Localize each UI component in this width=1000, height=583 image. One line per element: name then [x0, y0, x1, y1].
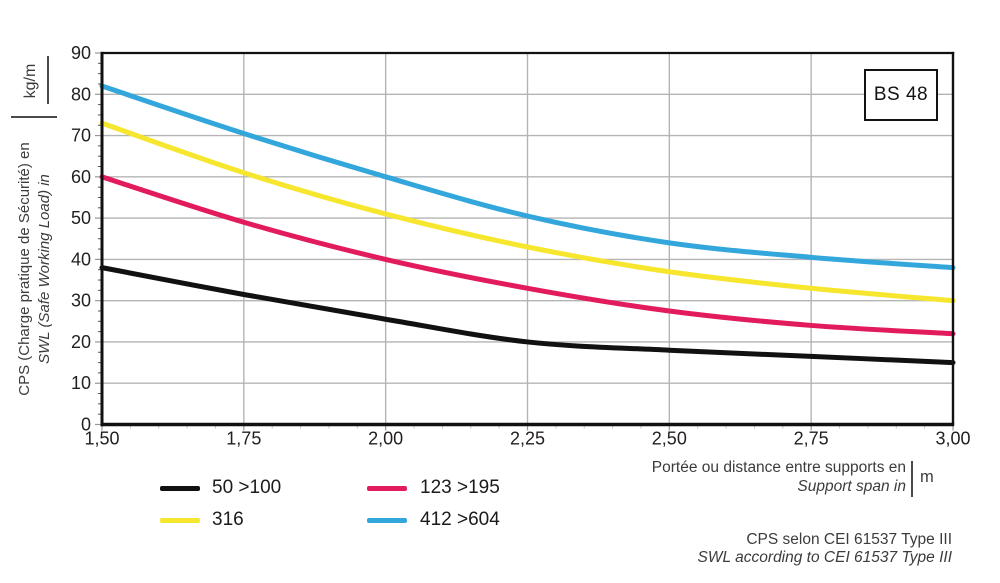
y-axis-unit: kg/m — [22, 63, 39, 99]
curve-123-195 — [99, 174, 956, 337]
y-tick-label: 80 — [71, 84, 91, 104]
y-tick-label: 20 — [71, 332, 91, 352]
legend-swatch-50-100 — [160, 486, 200, 491]
y-tick-label: 70 — [71, 126, 91, 146]
legend-swatch-412-604 — [367, 518, 407, 523]
y-tick-label: 60 — [71, 167, 91, 187]
x-axis-unit: m — [920, 468, 934, 486]
x-unit-separator-bar — [911, 461, 913, 497]
legend-label-50-100: 50 >100 — [212, 477, 282, 498]
x-tick-label: 2,00 — [368, 429, 403, 449]
x-axis-title-en: Support span in — [797, 478, 906, 495]
legend-label-412-604: 412 >604 — [420, 509, 500, 530]
curve-316 — [99, 120, 956, 304]
legend-swatch-123-195 — [367, 486, 407, 491]
x-tick-label: 2,75 — [794, 429, 829, 449]
y-axis-title-fr: CPS (Charge pratique de Sécurité) en — [16, 142, 33, 396]
x-axis-title-fr: Portée ou distance entre supports en — [651, 459, 906, 476]
legend-label-123-195: 123 >195 — [420, 477, 500, 498]
curve-412-604 — [99, 83, 956, 271]
y-tick-label: 90 — [71, 43, 91, 63]
footnote-fr: CPS selon CEI 61537 Type III — [746, 531, 952, 548]
x-tick-label: 1,50 — [84, 429, 119, 449]
y-tick-label: 10 — [71, 373, 91, 393]
x-tick-label: 1,75 — [226, 429, 261, 449]
y-unit-separator-bar — [47, 56, 49, 104]
y-tick-label: 40 — [71, 249, 91, 269]
footnote-en: SWL according to CEI 61537 Type III — [697, 548, 952, 566]
y-unit-separator-rule — [11, 116, 57, 118]
x-tick-label: 3,00 — [935, 429, 970, 449]
curve-50-100 — [99, 265, 956, 366]
legend-label-316: 316 — [212, 509, 244, 530]
legend-swatch-316 — [160, 518, 200, 523]
y-axis-title-en: SWL (Safe Working Load) in — [36, 174, 53, 364]
y-axis-title: CPS (Charge pratique de Sécurité) en SWL… — [13, 118, 57, 420]
y-tick-label: 30 — [71, 291, 91, 311]
x-tick-label: 2,50 — [652, 429, 687, 449]
x-tick-label: 2,25 — [510, 429, 545, 449]
standard-footnote: CPS selon CEI 61537 Type III SWL accordi… — [600, 531, 952, 566]
product-reference-badge: BS 48 — [864, 69, 938, 121]
y-tick-label: 0 — [81, 415, 91, 435]
badge-label: BS 48 — [873, 84, 929, 105]
x-axis-title: Portée ou distance entre supports en Sup… — [610, 458, 906, 496]
y-tick-label: 50 — [71, 208, 91, 228]
